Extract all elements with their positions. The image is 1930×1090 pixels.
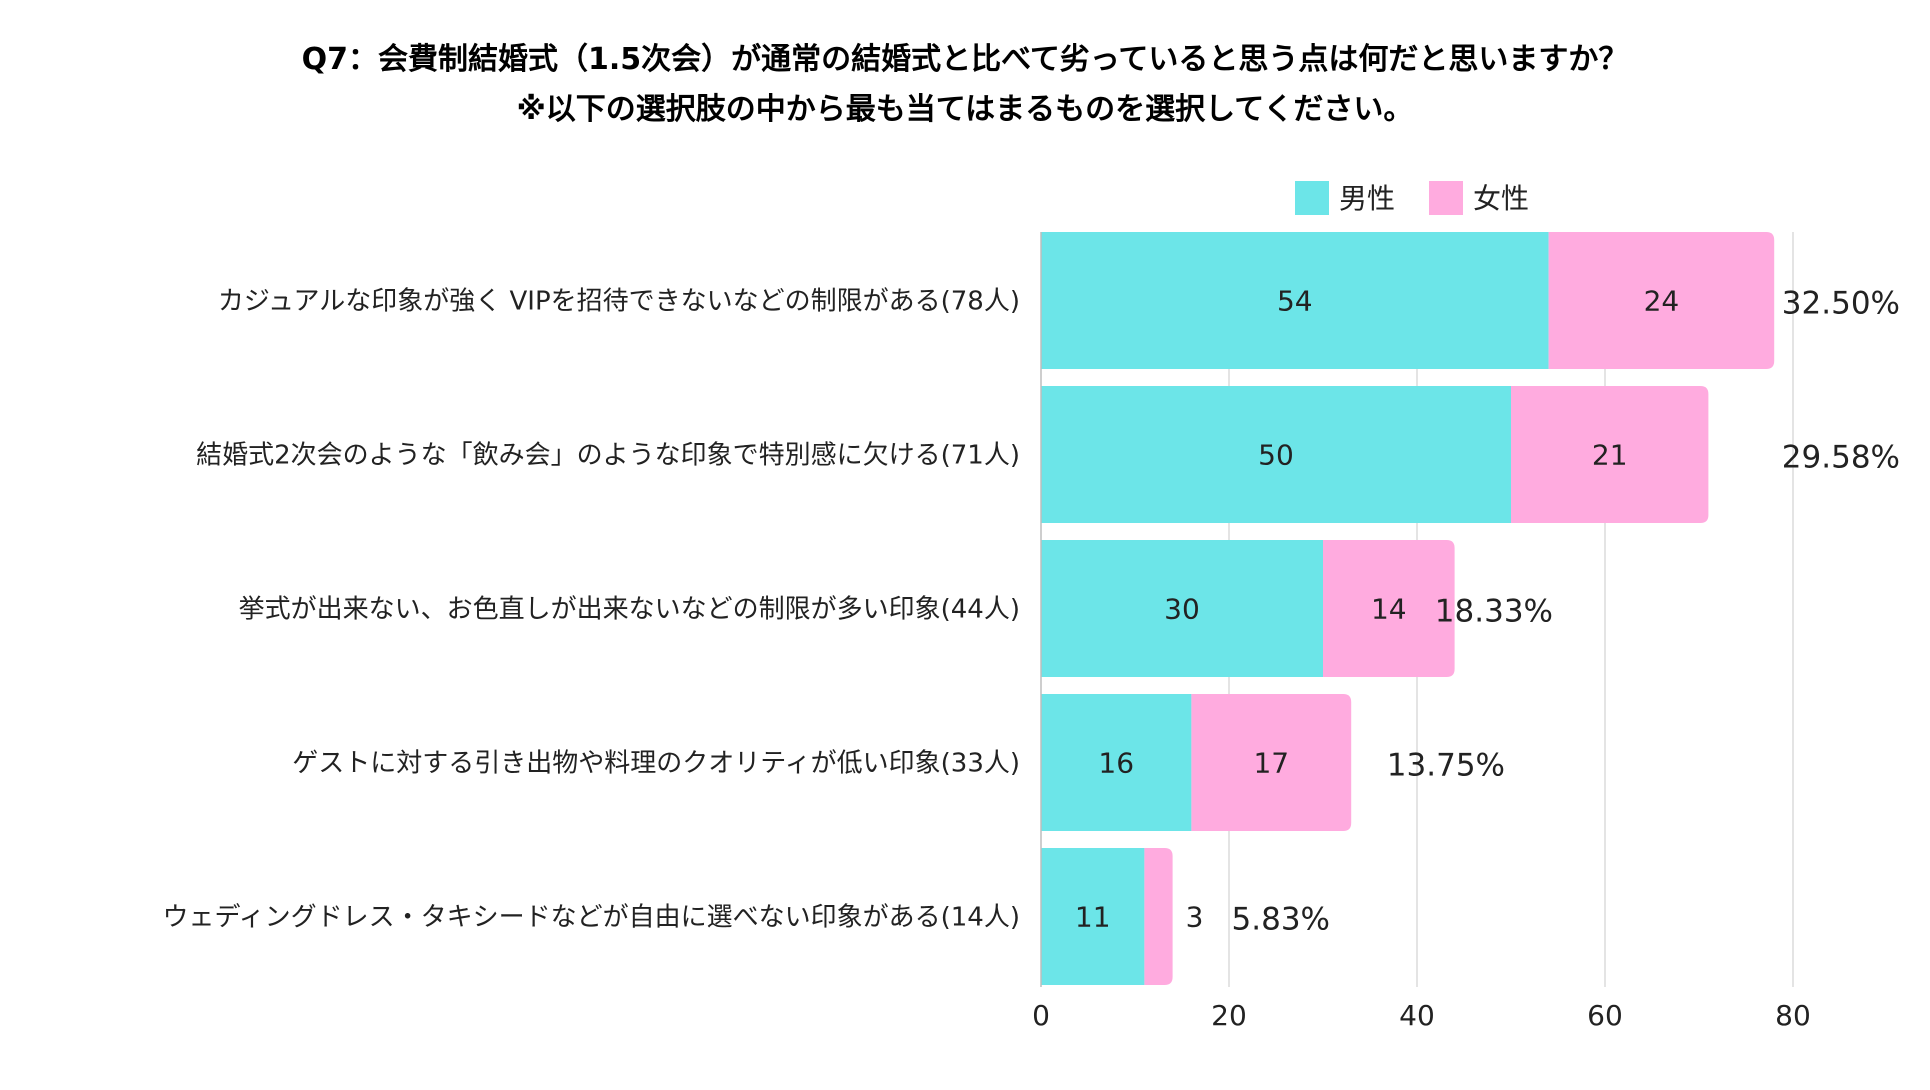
x-tick-label-40: 40	[1399, 999, 1435, 1032]
bar-value-label-男性-4: 11	[1075, 901, 1111, 934]
percentage-label-0: 32.50%	[1782, 286, 1900, 322]
category-label-4: ウェディングドレス・タキシードなどが自由に選べない印象がある(14人)	[162, 903, 1020, 933]
bar-value-label-女性-3: 17	[1253, 747, 1289, 780]
bar-value-label-男性-3: 16	[1098, 747, 1134, 780]
percentage-label-3: 13.75%	[1387, 748, 1505, 784]
bar-男性-0	[1041, 232, 1549, 369]
bar-value-label-男性-2: 30	[1164, 593, 1200, 626]
bar-value-label-女性-1: 21	[1592, 439, 1628, 472]
bar-男性-2	[1041, 540, 1323, 677]
x-tick-label-0: 0	[1032, 999, 1050, 1032]
category-label-0: カジュアルな印象が強く VIPを招待できないなどの制限がある(78人)	[218, 287, 1020, 317]
legend-swatch-女性	[1429, 181, 1463, 215]
bar-女性-1	[1511, 386, 1709, 523]
chart-subtitle: ※以下の選択肢の中から最も当てはまるものを選択してください。	[516, 92, 1414, 127]
bar-女性-3	[1191, 694, 1352, 831]
bar-value-label-女性-2: 14	[1371, 593, 1407, 626]
percentage-label-4: 5.83%	[1232, 902, 1330, 938]
category-label-3: ゲストに対する引き出物や料理のクオリティが低い印象(33人)	[292, 749, 1020, 779]
percentage-label-2: 18.33%	[1435, 594, 1553, 630]
legend-label-男性: 男性	[1339, 182, 1395, 215]
category-label-2: 挙式が出来ない、お色直しが出来ないなどの制限が多い印象(44人)	[239, 595, 1020, 625]
percentage-label-1: 29.58%	[1782, 440, 1900, 476]
bar-value-label-女性-0: 24	[1644, 285, 1680, 318]
bar-女性-0	[1548, 232, 1775, 369]
bar-value-label-男性-0: 54	[1277, 285, 1313, 318]
x-tick-label-20: 20	[1211, 999, 1247, 1032]
bar-男性-3	[1041, 694, 1192, 831]
x-tick-label-80: 80	[1775, 999, 1811, 1032]
legend-label-女性: 女性	[1473, 182, 1529, 215]
legend-swatch-男性	[1295, 181, 1329, 215]
bar-男性-1	[1041, 386, 1511, 523]
bar-value-label-男性-1: 50	[1258, 439, 1294, 472]
bar-value-label-女性-4: 3	[1186, 901, 1204, 934]
chart-title: Q7：会費制結婚式（1.5次会）が通常の結婚式と比べて劣っていると思う点は何だと…	[301, 42, 1629, 77]
bar-女性-4	[1144, 848, 1173, 985]
bar-男性-4	[1041, 848, 1145, 985]
category-label-1: 結婚式2次会のような「飲み会」のような印象で特別感に欠ける(71人)	[196, 441, 1020, 471]
bar-女性-2	[1323, 540, 1455, 677]
x-tick-label-60: 60	[1587, 999, 1623, 1032]
